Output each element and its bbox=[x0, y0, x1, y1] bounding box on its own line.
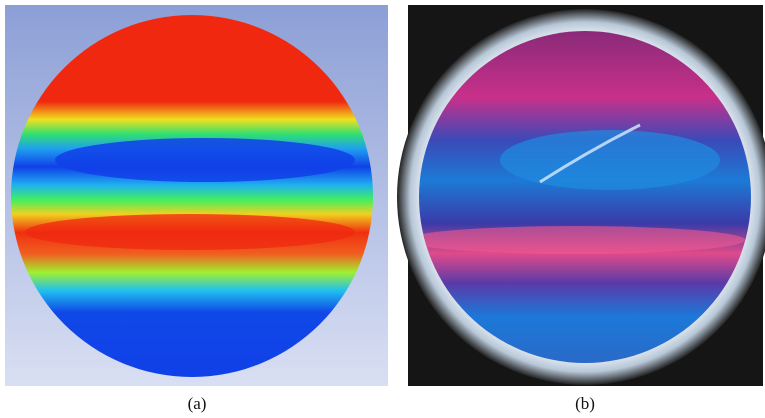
panel-a bbox=[5, 5, 388, 386]
panel-b bbox=[397, 5, 765, 386]
simulation-disk bbox=[10, 14, 374, 378]
panel-label: (b) bbox=[575, 394, 595, 413]
panel-label: (a) bbox=[188, 394, 207, 413]
figure: (a) (b) bbox=[0, 0, 765, 418]
